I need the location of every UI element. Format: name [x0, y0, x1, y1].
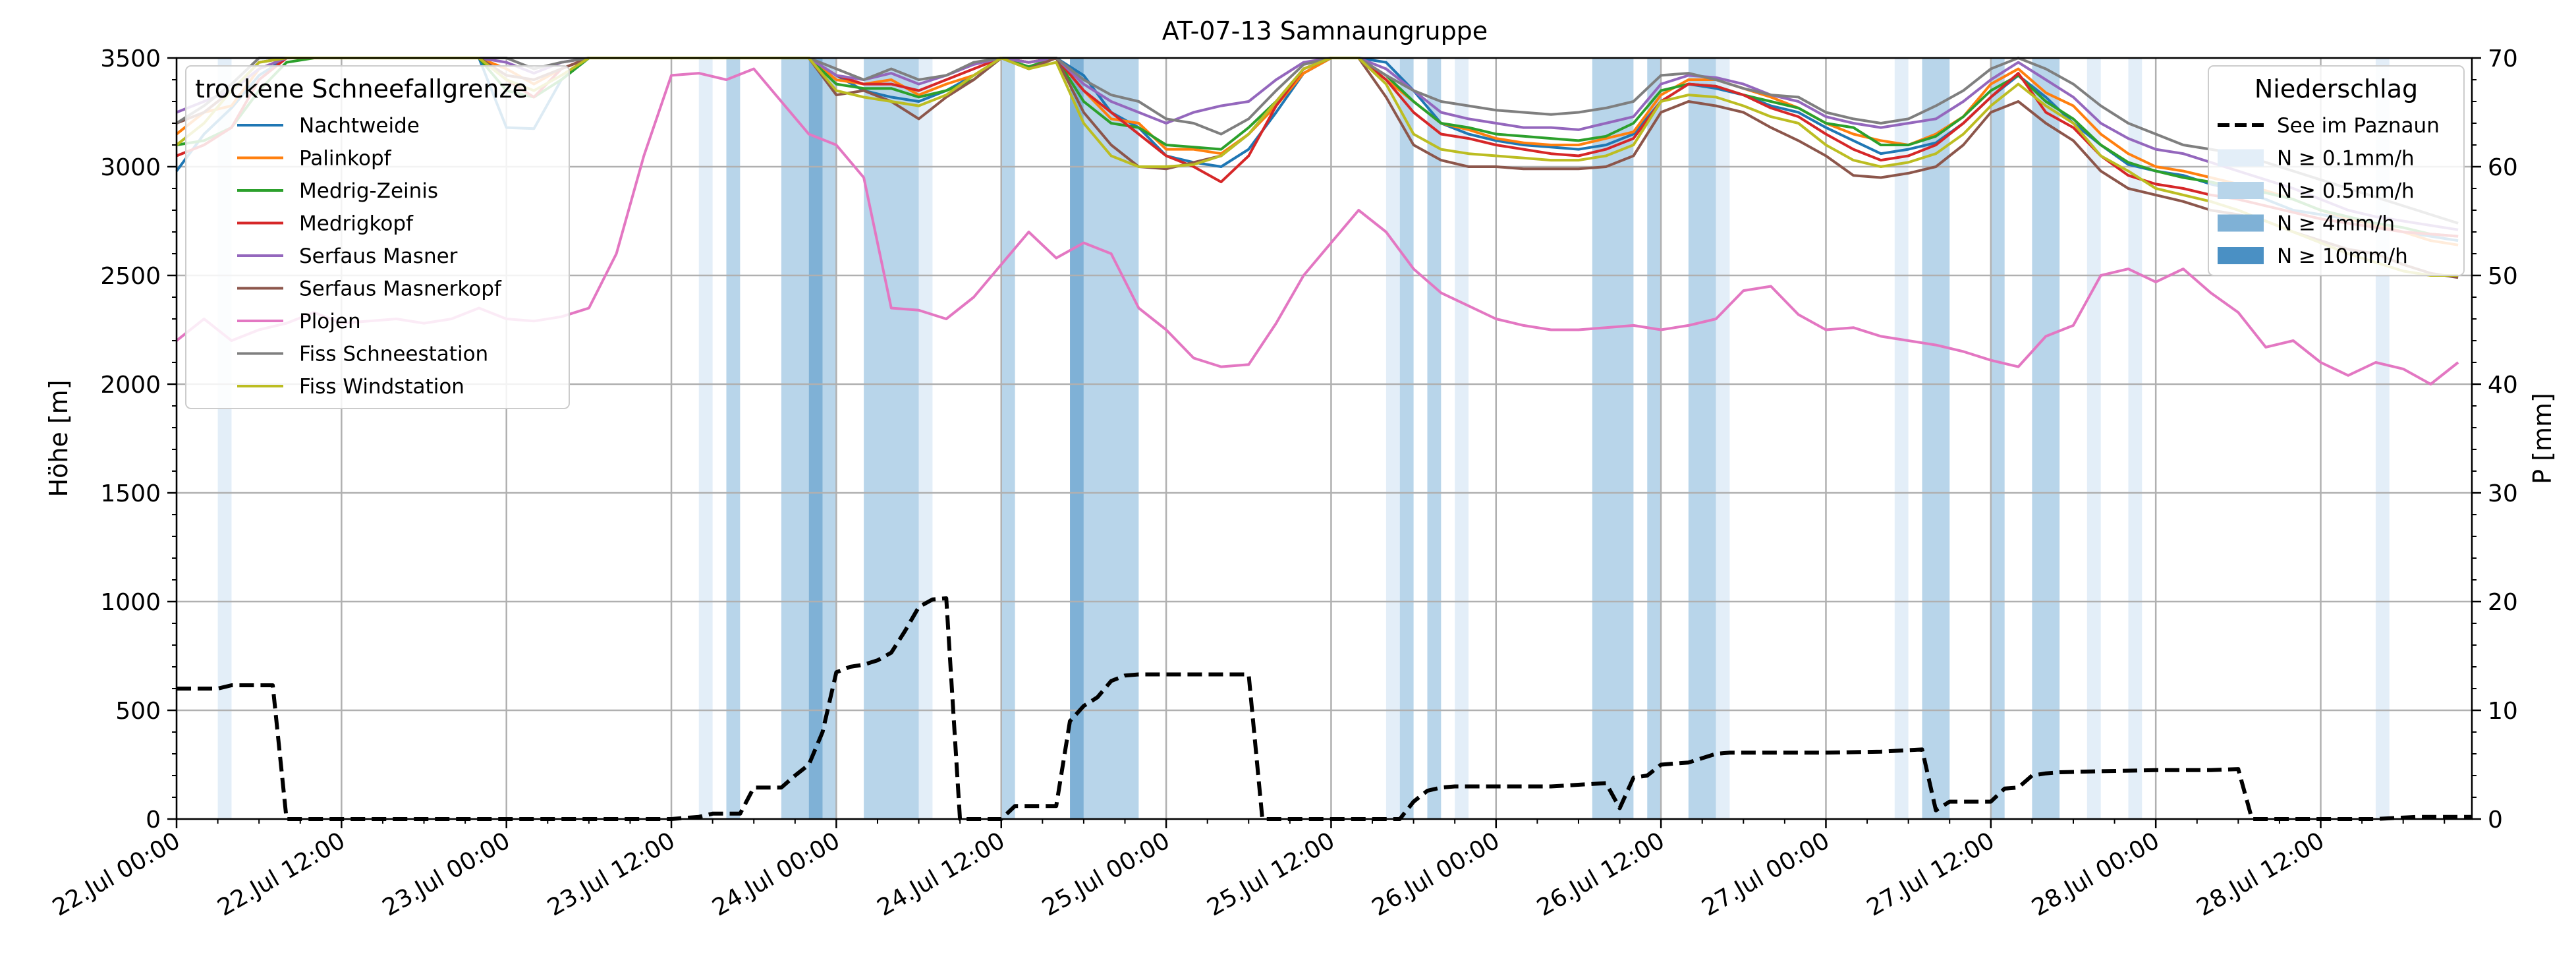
precip-band-9 — [1070, 58, 1084, 819]
legend-left-label-4: Serfaus Masner — [299, 244, 458, 268]
y-axis-label-left: Höhe [m] — [44, 380, 73, 497]
legend-precipitation: Niederschlag See im Paznaun N ≥ 0.1mm/h N … — [2208, 65, 2465, 276]
precip-band-24 — [2128, 58, 2142, 819]
y-left-tick-label-1: 500 — [115, 698, 161, 725]
plot-frame — [175, 57, 2473, 820]
precip-band-17 — [1688, 58, 1716, 819]
y-left-tick-label-3: 1500 — [100, 480, 161, 507]
legend-right-swatch-4 — [2218, 247, 2264, 264]
legend-left-title: trockene Schneefallgrenze — [195, 74, 528, 103]
series-line-7 — [175, 57, 2459, 225]
legend-right-swatch-2 — [2218, 182, 2264, 199]
x-tick-label-1: 22.Jul 12:00 — [213, 827, 349, 921]
precip-band-5 — [822, 58, 837, 819]
precip-band-20 — [1922, 58, 1950, 819]
x-tick-label-0: 22.Jul 00:00 — [48, 827, 184, 921]
legend-left-label-7: Fiss Schneestation — [299, 343, 488, 366]
legend-right-title: Niederschlag — [2254, 74, 2418, 103]
precip-band-8 — [1001, 58, 1015, 819]
legend-left-label-0: Nachtweide — [299, 114, 420, 138]
y-left-tick-label-2: 1000 — [100, 589, 161, 616]
legend-right-frame — [2208, 65, 2465, 276]
precip-band-13 — [1427, 58, 1442, 819]
precip-band-19 — [1894, 58, 1909, 819]
y-right-tick-label-0: 0 — [2488, 807, 2503, 834]
x-tick-label-6: 25.Jul 00:00 — [1038, 827, 1174, 921]
legend-left-label-6: Plojen — [299, 310, 361, 333]
legend-right-swatch-1 — [2218, 149, 2264, 167]
legend-left-label-5: Serfaus Masnerkopf — [299, 277, 502, 301]
precip-band-4 — [808, 58, 823, 819]
y-left-tick-label-5: 2500 — [100, 263, 161, 290]
y-right-tick-label-6: 60 — [2488, 154, 2518, 181]
precip-band-16 — [1647, 58, 1662, 819]
legend-right-label-3: N ≥ 4mm/h — [2277, 212, 2395, 236]
precip-band-11 — [1386, 58, 1400, 819]
legend-station-series: trockene Schneefallgrenze Nachtweide Pali… — [185, 65, 570, 409]
x-tick-label-11: 27.Jul 12:00 — [1862, 827, 1999, 921]
y-right-tick-label-3: 30 — [2488, 480, 2518, 507]
y-left-tick-label-4: 2000 — [100, 372, 161, 399]
y-right-tick-label-4: 40 — [2488, 372, 2518, 399]
precip-band-3 — [781, 58, 809, 819]
precip-band-12 — [1399, 58, 1414, 819]
x-tick-label-9: 26.Jul 12:00 — [1532, 827, 1669, 921]
legend-left-frame — [185, 65, 570, 409]
x-tick-label-13: 28.Jul 12:00 — [2193, 827, 2329, 921]
precip-band-10 — [1083, 58, 1139, 819]
legend-right-label-4: N ≥ 10mm/h — [2277, 244, 2408, 268]
x-tick-label-2: 23.Jul 00:00 — [378, 827, 515, 921]
y-left-tick-label-0: 0 — [146, 807, 161, 834]
legend-left-label-2: Medrig-Zeinis — [299, 179, 438, 203]
precip-band-14 — [1455, 58, 1469, 819]
x-tick-label-3: 23.Jul 12:00 — [543, 827, 679, 921]
legend-right-label-2: N ≥ 0.5mm/h — [2277, 179, 2415, 203]
legend-left-label-8: Fiss Windstation — [299, 375, 464, 399]
y-right-tick-label-7: 70 — [2488, 45, 2518, 72]
y-left-tick-label-7: 3500 — [100, 45, 161, 72]
legend-right-label-1: N ≥ 0.1mm/h — [2277, 147, 2415, 171]
precip-band-6 — [864, 58, 919, 819]
legend-right-swatch-3 — [2218, 214, 2264, 232]
legend-right-label-0: See im Paznaun — [2277, 114, 2440, 138]
y-left-tick-label-6: 3000 — [100, 154, 161, 181]
precip-band-2 — [726, 58, 741, 819]
x-tick-label-12: 28.Jul 00:00 — [2027, 827, 2164, 921]
y-right-tick-label-2: 20 — [2488, 589, 2518, 616]
precip-band-7 — [918, 58, 933, 819]
y-right-tick-label-5: 50 — [2488, 263, 2518, 290]
legend-left-label-1: Palinkopf — [299, 147, 392, 171]
precip-band-1 — [698, 58, 713, 819]
precip-band-18 — [1716, 58, 1730, 819]
x-tick-label-5: 24.Jul 12:00 — [873, 827, 1009, 921]
precip-band-21 — [1990, 58, 2005, 819]
series-line-9 — [177, 596, 2472, 821]
precip-band-23 — [2086, 58, 2101, 819]
chart-title: AT-07-13 Samnaungruppe — [1162, 16, 1488, 45]
precip-band-22 — [2032, 58, 2060, 819]
x-tick-label-4: 24.Jul 00:00 — [708, 827, 844, 921]
y-right-tick-label-1: 10 — [2488, 698, 2518, 725]
x-tick-label-8: 26.Jul 00:00 — [1368, 827, 1504, 921]
precip-band-15 — [1592, 58, 1634, 819]
x-tick-label-10: 27.Jul 00:00 — [1698, 827, 1834, 921]
legend-left-label-3: Medrigkopf — [299, 212, 414, 236]
y-axis-label-right: P [mm] — [2528, 393, 2557, 484]
precipitation-bands — [217, 58, 2390, 819]
x-tick-label-7: 25.Jul 12:00 — [1202, 827, 1339, 921]
